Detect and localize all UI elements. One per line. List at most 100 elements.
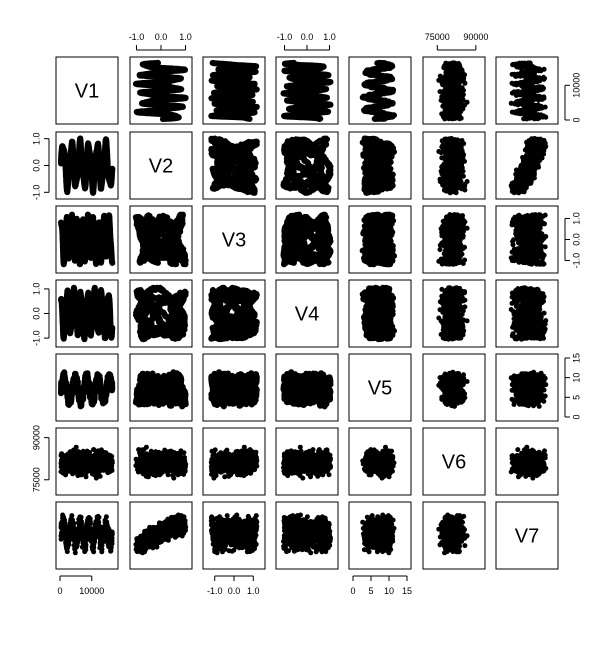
panel-V4-V1 xyxy=(55,279,119,348)
variable-label-V3: V3 xyxy=(222,230,246,252)
panel-V5-V5: V5 xyxy=(348,353,412,422)
panel-V6-V3 xyxy=(202,427,266,496)
variable-label-V2: V2 xyxy=(149,156,173,178)
variable-label-V7: V7 xyxy=(515,526,539,548)
variable-label-V1: V1 xyxy=(75,81,99,103)
tick-label: 10000 xyxy=(79,586,104,596)
axis-left-V2: -1.0 0.0 1.0 xyxy=(31,132,50,200)
panel-V6-V2 xyxy=(129,427,193,496)
tick-label: 15 xyxy=(571,353,581,363)
panel-V1-V4 xyxy=(275,56,339,125)
tick-label: 0.0 xyxy=(571,233,581,246)
panel-V5-V1 xyxy=(55,353,119,422)
data-points-V3-vs-V6 xyxy=(436,212,470,267)
data-points-V5-vs-V7 xyxy=(508,369,549,409)
tick-label: 10000 xyxy=(571,73,581,98)
variable-label-V6: V6 xyxy=(442,452,466,474)
tick-label: 1.0 xyxy=(247,586,260,596)
tick-label: 75000 xyxy=(425,32,450,42)
panel-V6-V7 xyxy=(495,427,559,496)
panel-V7-V4 xyxy=(275,501,339,570)
panel-V5-V7 xyxy=(495,353,559,422)
panel-V1-V2 xyxy=(129,56,193,125)
tick-label: 90000 xyxy=(31,425,41,450)
panel-V3-V5 xyxy=(348,205,412,274)
panel-V1-V5 xyxy=(348,56,412,125)
axis-right-V3: -1.0 0.0 1.0 xyxy=(564,212,581,269)
data-points-V7-vs-V6 xyxy=(436,512,470,556)
panel-V7-V5 xyxy=(348,501,412,570)
data-points-V4-vs-V1 xyxy=(58,284,116,343)
data-points-V6-vs-V4 xyxy=(281,444,334,481)
tick-label: 0.0 xyxy=(301,32,314,42)
axis-left-V4: -1.0 0.0 1.0 xyxy=(31,283,50,346)
data-points-V6-vs-V1 xyxy=(58,444,115,481)
tick-label: 1.0 xyxy=(571,212,581,225)
panel-V4-V6 xyxy=(422,279,486,348)
panel-frame xyxy=(495,501,559,570)
tick-label: 1.0 xyxy=(179,32,192,42)
data-points-V1-vs-V5 xyxy=(359,59,397,122)
tick-label: 0.0 xyxy=(155,32,168,42)
tick-label: 10 xyxy=(384,586,394,596)
data-points-V5-vs-V2 xyxy=(132,369,189,410)
data-points-V4-vs-V3 xyxy=(208,284,260,343)
panel-V4-V7 xyxy=(495,279,559,348)
data-points-V2-vs-V1 xyxy=(58,135,116,196)
data-points-V2-vs-V6 xyxy=(436,136,470,196)
panel-V7-V7: V7 xyxy=(495,501,559,570)
data-points-V6-vs-V3 xyxy=(208,444,260,481)
panel-V5-V2 xyxy=(129,353,193,422)
data-points-V5-vs-V1 xyxy=(58,369,116,410)
tick-label: 0 xyxy=(57,586,62,596)
axis-left-V6: 75000 90000 xyxy=(31,425,50,492)
panel-V2-V5 xyxy=(348,131,412,200)
panel-frame xyxy=(129,131,193,200)
panel-V5-V3 xyxy=(202,353,266,422)
tick-label: 75000 xyxy=(31,467,41,492)
data-points-V7-vs-V3 xyxy=(208,512,260,556)
panel-V1-V3 xyxy=(202,56,266,125)
tick-label: 0.0 xyxy=(228,586,241,596)
panel-frame xyxy=(422,353,486,422)
data-points-V7-vs-V2 xyxy=(133,512,189,556)
panel-V7-V2 xyxy=(129,501,193,570)
data-points-V6-vs-V7 xyxy=(508,444,549,481)
panel-V1-V1: V1 xyxy=(55,56,119,125)
data-points-V1-vs-V6 xyxy=(436,60,470,122)
axis-right-V5: 0 5 10 15 xyxy=(564,353,581,420)
panel-V2-V6 xyxy=(422,131,486,200)
panel-V6-V5 xyxy=(348,427,412,496)
panel-frame xyxy=(348,353,412,422)
panel-V3-V3: V3 xyxy=(202,205,266,274)
data-points-V5-vs-V6 xyxy=(436,369,470,409)
panel-V1-V6 xyxy=(422,56,486,125)
panel-V2-V7 xyxy=(495,131,559,200)
tick-label: 1.0 xyxy=(31,132,41,145)
data-points-V6-vs-V5 xyxy=(360,444,397,481)
panel-V3-V6 xyxy=(422,205,486,274)
panel-V2-V2: V2 xyxy=(129,131,193,200)
data-points-V3-vs-V1 xyxy=(58,211,116,268)
tick-label: -1.0 xyxy=(571,253,581,269)
panel-V4-V3 xyxy=(202,279,266,348)
tick-label: -1.0 xyxy=(207,586,223,596)
data-points-V4-vs-V2 xyxy=(132,284,189,343)
tick-label: 5 xyxy=(368,586,373,596)
data-points-V2-vs-V4 xyxy=(280,135,334,196)
data-points-V7-vs-V4 xyxy=(281,512,334,556)
panel-V4-V4: V4 xyxy=(275,279,339,348)
data-points-V2-vs-V3 xyxy=(208,135,260,196)
data-points-V2-vs-V5 xyxy=(359,135,397,196)
data-points-V7-vs-V5 xyxy=(360,512,397,556)
panel-frame xyxy=(275,279,339,348)
panel-V3-V1 xyxy=(55,205,119,274)
panel-V2-V4 xyxy=(275,131,339,200)
variable-label-V4: V4 xyxy=(295,304,319,326)
data-points-V5-vs-V4 xyxy=(280,369,334,410)
panel-frame xyxy=(422,427,486,496)
variable-label-V5: V5 xyxy=(368,378,392,400)
axis-right-V1: 0 10000 xyxy=(564,73,581,123)
panel-V2-V3 xyxy=(202,131,266,200)
